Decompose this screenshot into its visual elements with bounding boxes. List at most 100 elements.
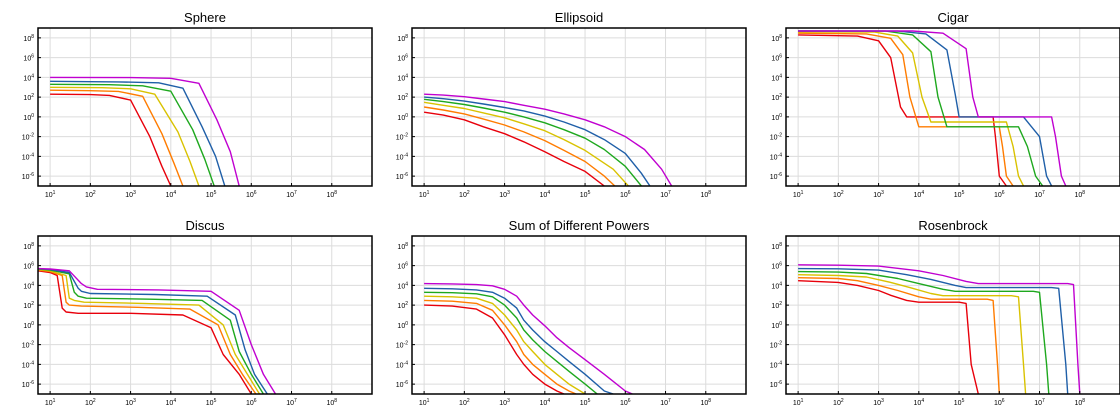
y-tick-label: 108 [23,242,34,251]
series-line-3 [424,295,586,394]
series-line-1 [38,270,252,394]
y-tick-label: 10-6 [22,172,34,181]
y-tick-label: 104 [397,281,408,290]
series-group [798,264,1081,394]
series-line-2 [798,32,1014,186]
x-tick-label: 105 [206,190,217,199]
y-tick-label: 102 [397,301,408,310]
x-tick-label: 108 [326,190,337,199]
y-tick-label: 108 [397,242,408,251]
y-tick-label: 10-4 [770,360,782,369]
series-line-6 [424,282,633,394]
x-tick-label: 102 [459,398,470,407]
series-group [798,30,1067,186]
y-tick-label: 106 [23,54,34,63]
y-tick-label: 108 [771,34,782,43]
x-tick-label: 105 [580,398,591,407]
x-tick-label: 103 [873,190,884,199]
plot-frame [37,235,373,395]
y-tick-label: 102 [23,93,34,102]
series-line-5 [798,267,1069,394]
x-tick-label: 107 [1034,190,1045,199]
y-tick-label: 104 [771,73,782,82]
series-line-4 [38,268,264,394]
y-tick-label: 106 [771,262,782,271]
x-tick-label: 107 [660,398,671,407]
gridlines [38,236,372,394]
y-tick-label: 104 [23,281,34,290]
x-tick-label: 104 [540,398,551,407]
y-tick-label: 10-2 [22,133,34,142]
series-line-2 [50,89,184,186]
y-tick-label: 10-4 [770,152,782,161]
y-tick-label: 10-4 [396,360,408,369]
y-tick-label: 10-4 [396,152,408,161]
subplot-cigar: Cigar 101 102 103 104 105 106 107 108 108 106 104 10… [770,10,1120,199]
series-line-1 [798,34,1007,186]
series-line-4 [798,270,1050,394]
x-tick-label: 106 [620,190,631,199]
series-line-3 [38,268,261,394]
y-tick-label: 102 [771,93,782,102]
x-tick-label: 108 [1074,190,1085,199]
series-line-6 [38,267,277,394]
series-line-6 [50,76,240,186]
series-line-2 [423,106,616,186]
y-tick-label: 10-4 [22,360,34,369]
y-tick-label: 100 [397,113,408,122]
x-tick-label: 102 [833,190,844,199]
y-tick-label: 102 [771,301,782,310]
plot-frame [785,27,1120,187]
series-line-2 [424,299,577,394]
y-tick-label: 10-2 [770,133,782,142]
x-tick-label: 108 [700,190,711,199]
plot-frame [411,235,747,395]
x-tick-label: 106 [994,398,1005,407]
series-line-3 [423,101,630,186]
subplot-title: Cigar [937,10,969,25]
x-tick-label: 101 [45,190,56,199]
gridlines [786,28,1120,186]
y-tick-label: 100 [23,113,34,122]
y-tick-label: 10-6 [770,172,782,181]
y-tick-label: 100 [23,321,34,330]
y-tick-label: 100 [771,113,782,122]
x-tick-label: 103 [125,190,136,199]
x-tick-label: 105 [954,190,965,199]
subplot-discus: Discus 101 102 103 104 105 106 107 108 108 106 104 1… [22,218,373,407]
series-line-5 [424,287,614,394]
plot-frame [37,27,373,187]
plot-frame [411,27,747,187]
x-tick-label: 104 [914,398,925,407]
x-tick-label: 106 [620,398,631,407]
x-tick-label: 102 [459,190,470,199]
x-tick-label: 104 [166,398,177,407]
y-tick-label: 106 [397,54,408,63]
subplot-rosenbrock: Rosenbrock 101 102 103 104 105 106 107 108 108 106… [770,218,1120,407]
x-tick-label: 101 [419,398,430,407]
x-tick-label: 103 [499,190,510,199]
y-tick-label: 106 [771,54,782,63]
series-line-5 [424,96,651,186]
x-tick-label: 107 [286,398,297,407]
series-line-1 [424,304,565,394]
series-line-1 [50,93,172,186]
x-tick-label: 102 [85,190,96,199]
series-line-3 [798,274,1027,394]
y-tick-label: 108 [771,242,782,251]
x-tick-label: 103 [125,398,136,407]
subplot-title: Sphere [184,10,226,25]
y-tick-label: 104 [771,281,782,290]
y-tick-label: 10-2 [396,341,408,350]
series-line-3 [50,86,200,186]
subplot-title: Discus [185,218,225,233]
series-line-4 [50,83,215,186]
x-tick-label: 105 [954,398,965,407]
series-line-2 [38,269,257,394]
y-tick-label: 10-6 [396,380,408,389]
series-group [424,282,633,394]
series-line-6 [798,264,1081,394]
x-tick-label: 105 [580,190,591,199]
